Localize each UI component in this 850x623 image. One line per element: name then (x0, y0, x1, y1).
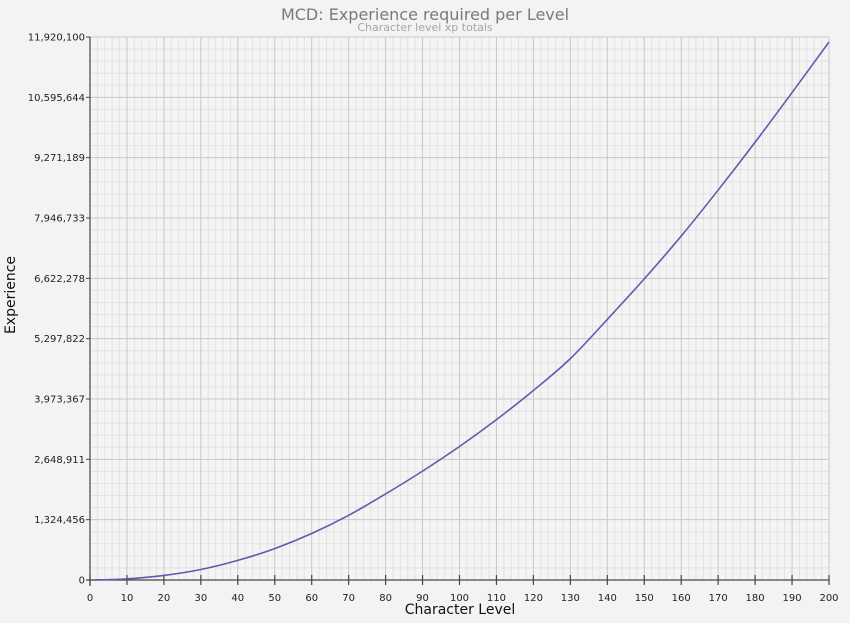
x-tick-label: 60 (305, 593, 318, 604)
x-tick-label: 110 (487, 593, 506, 604)
x-tick-label: 0 (87, 593, 93, 604)
y-axis-title: Experience (3, 255, 19, 335)
x-tick-label: 150 (635, 593, 654, 604)
x-tick-label: 140 (598, 593, 617, 604)
experience-line (93, 41, 830, 581)
y-tick-label: 2,648,911 (34, 455, 85, 466)
x-axis-title: Character Level (404, 602, 516, 618)
y-tick-label: 11,920,100 (28, 33, 85, 44)
y-tick-label: 10,595,644 (28, 93, 85, 104)
x-tick-label: 120 (524, 593, 543, 604)
major-grid (89, 36, 830, 581)
y-tick-label: 0 (79, 576, 85, 587)
x-tick-label: 90 (416, 593, 429, 604)
x-tick-label: 190 (783, 593, 802, 604)
x-tick-label: 170 (709, 593, 728, 604)
x-tick-label: 80 (379, 593, 392, 604)
x-tick-label: 10 (121, 593, 134, 604)
x-tick-label: 100 (450, 593, 469, 604)
y-axis-ticks: 0 1,324,456 2,648,911 3,973,367 5,297,822 6,6… (28, 33, 90, 587)
y-tick-label: 6,622,278 (34, 274, 85, 285)
y-tick-label: 3,973,367 (34, 395, 85, 406)
chart-subtitle: Character level xp totals (357, 21, 493, 34)
y-tick-label: 7,946,733 (34, 214, 85, 225)
x-tick-label: 160 (672, 593, 691, 604)
x-tick-label: 180 (746, 593, 765, 604)
axes (86, 37, 829, 586)
chart-title: MCD: Experience required per Level (280, 5, 570, 24)
x-tick-label: 130 (561, 593, 580, 604)
x-axis-ticks: 0 10 20 30 40 50 60 70 80 90 100 110 120 130 140 150 160… (87, 575, 839, 604)
y-tick-label: 9,271,189 (34, 153, 85, 164)
y-tick-label: 5,297,822 (34, 334, 85, 345)
x-tick-label: 30 (194, 593, 207, 604)
x-tick-label: 40 (231, 593, 244, 604)
x-tick-label: 20 (158, 593, 171, 604)
x-tick-label: 50 (268, 593, 281, 604)
x-tick-label: 200 (819, 593, 838, 604)
x-tick-label: 70 (342, 593, 355, 604)
y-tick-label: 1,324,456 (34, 515, 85, 526)
